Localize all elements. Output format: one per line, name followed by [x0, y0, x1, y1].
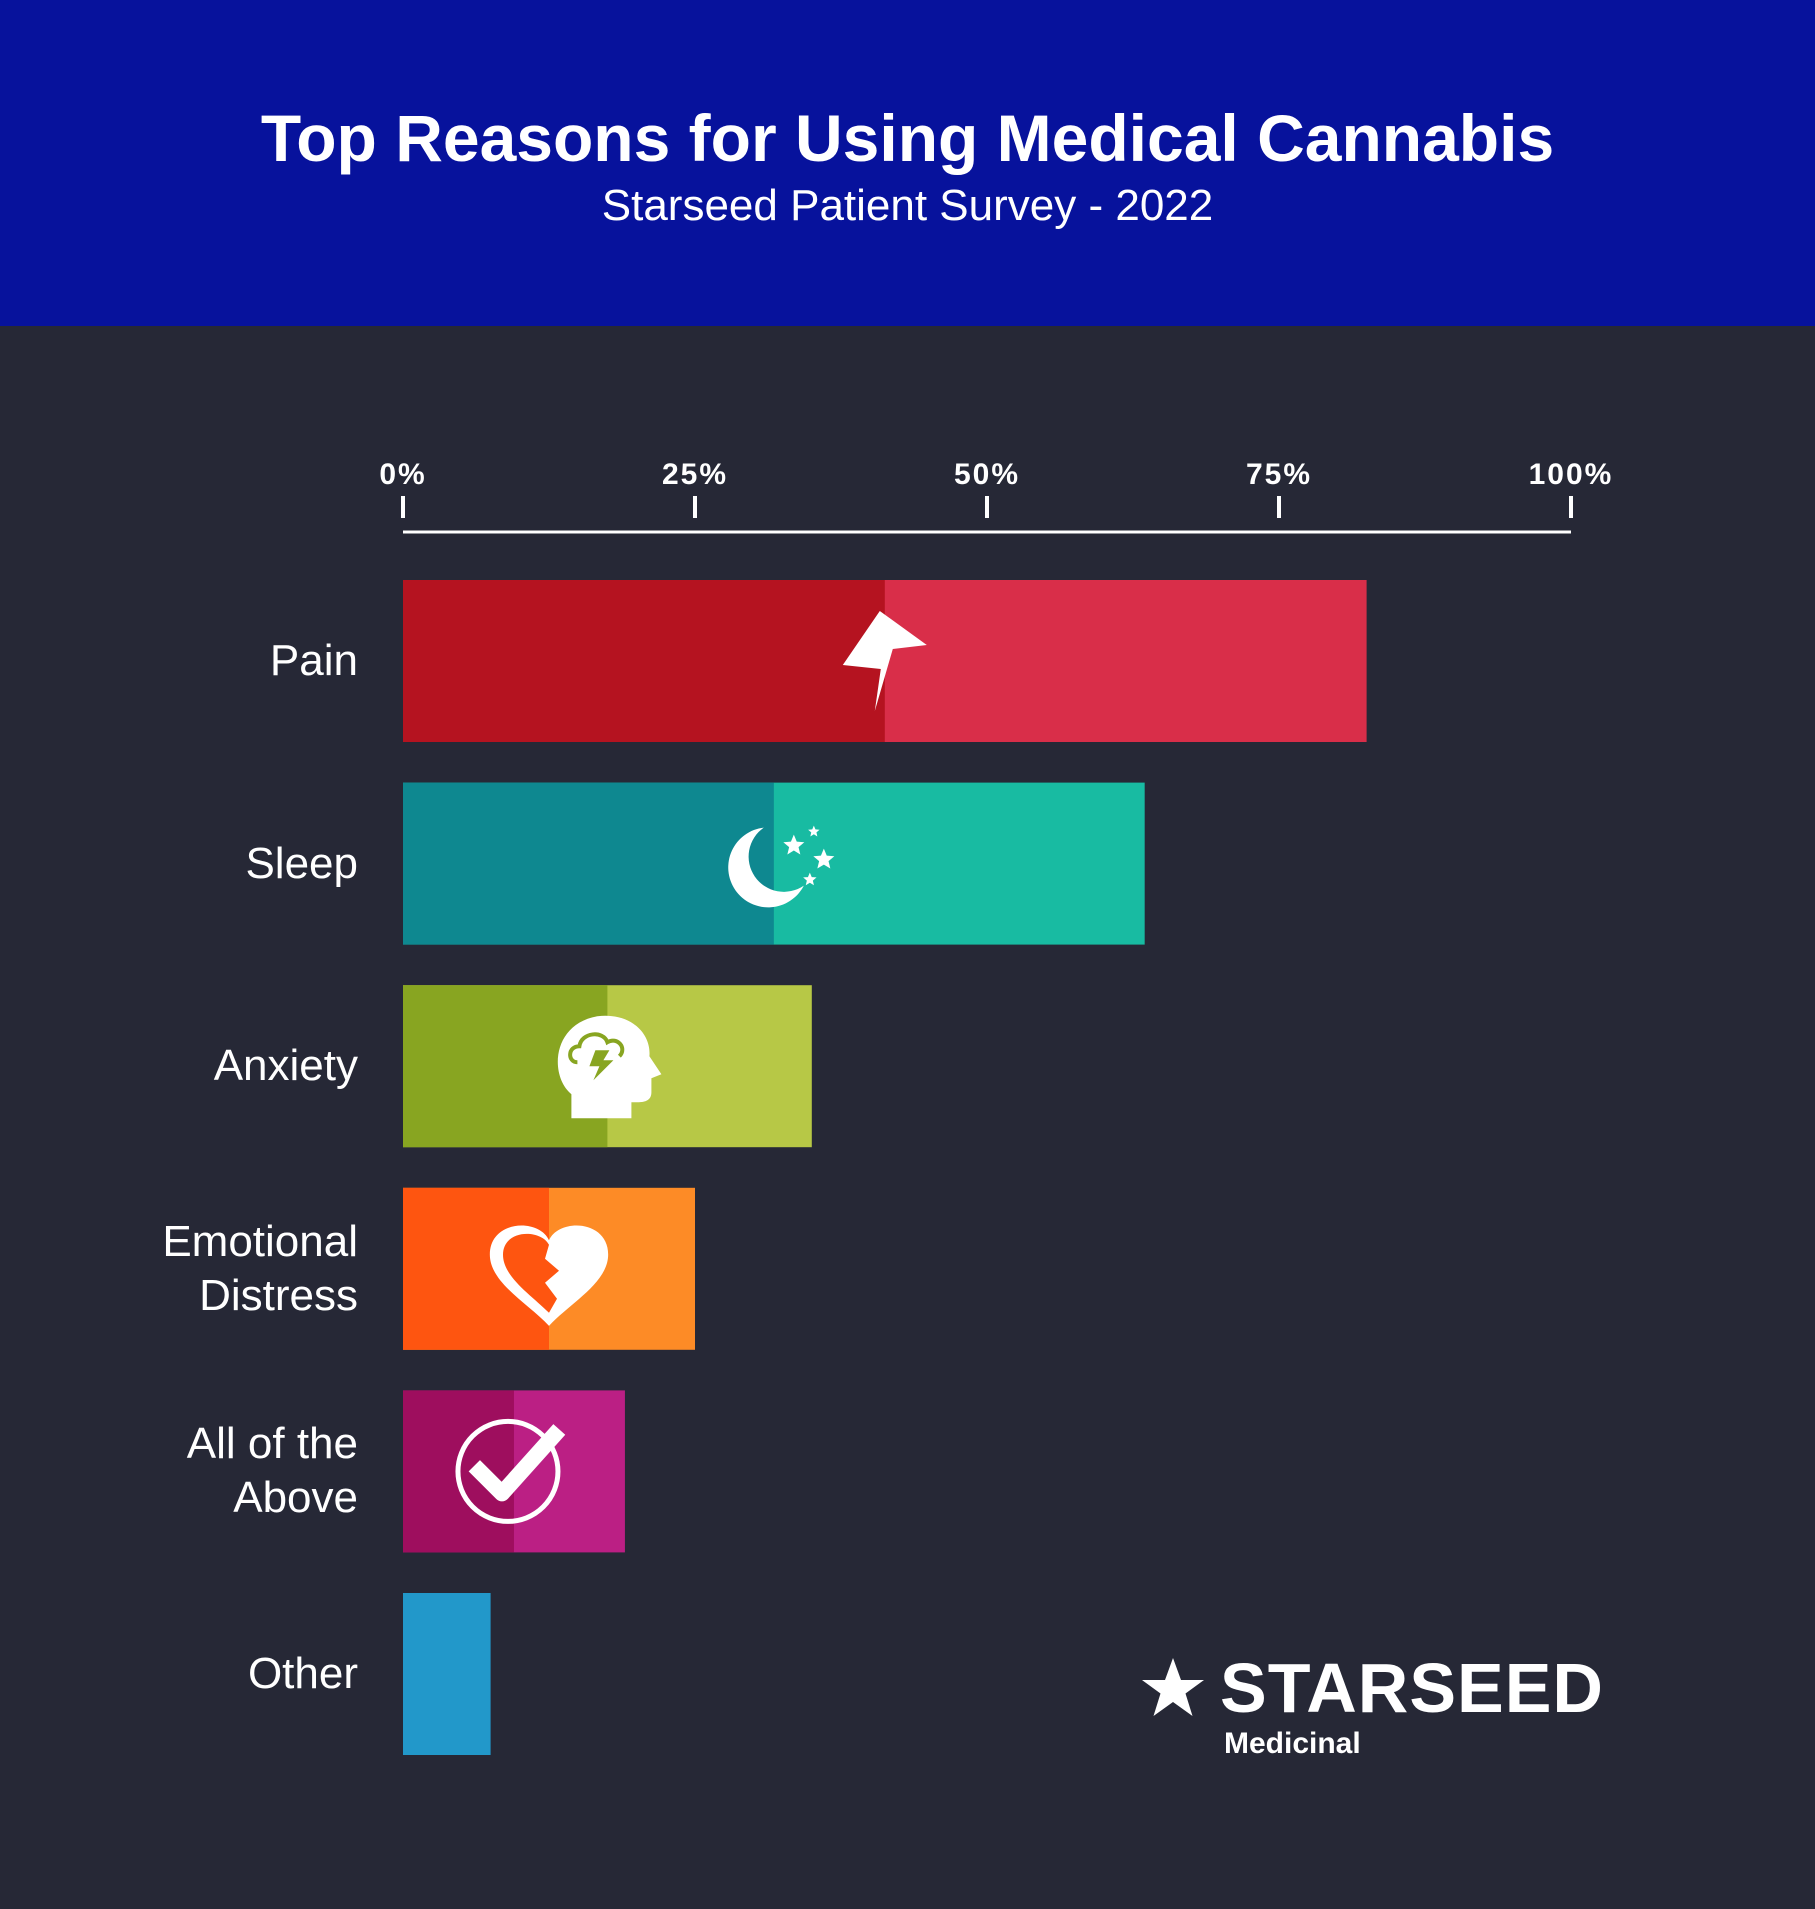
x-tick-label: 100%: [1529, 458, 1614, 491]
broken-heart-icon: [489, 1225, 609, 1326]
bar-sleep: [403, 782, 1145, 945]
category-label: Sleep: [0, 837, 358, 891]
bar-pain: [403, 580, 1367, 742]
starseed-logo: STARSEED Medicinal: [1138, 1649, 1658, 1762]
star-icon: [1142, 1658, 1204, 1716]
x-tick-label: 50%: [954, 458, 1020, 491]
lightning-bolt-icon: [842, 611, 927, 711]
category-label: All of the Above: [0, 1417, 358, 1525]
x-tick-label: 0%: [379, 458, 426, 491]
category-label-line: Pain: [269, 636, 358, 685]
category-label-line: Other: [247, 1649, 358, 1698]
category-label: Emotional Distress: [0, 1215, 358, 1323]
header-banner: Top Reasons for Using Medical Cannabis S…: [0, 0, 1815, 326]
category-label-line: Above: [233, 1473, 358, 1523]
category-label-line: Anxiety: [213, 1041, 358, 1091]
bar-emotional-distress: [403, 1187, 695, 1350]
bar-fill-dark: [403, 782, 774, 945]
category-label: Pain: [0, 634, 358, 688]
x-tick-label: 75%: [1246, 458, 1312, 491]
logo-wordmark: STARSEED: [1220, 1649, 1604, 1727]
category-label: Anxiety: [0, 1039, 358, 1093]
bar-other: [403, 1593, 491, 1755]
category-label: Other: [0, 1647, 358, 1701]
x-tick-label: 25%: [662, 458, 728, 491]
category-label-line: Distress: [199, 1270, 358, 1320]
bar-all-of-the-above: [403, 1390, 625, 1553]
bar-fill-dark: [403, 580, 885, 742]
head-storm-icon: [557, 1015, 662, 1119]
category-label-line: Sleep: [245, 838, 358, 888]
chart-subtitle: Starseed Patient Survey - 2022: [601, 181, 1214, 230]
bar-anxiety: [403, 985, 812, 1148]
check-circle-icon: [455, 1418, 566, 1524]
chart-title: Top Reasons for Using Medical Cannabis: [260, 101, 1555, 175]
category-label-line: Emotional: [162, 1216, 358, 1266]
moon-stars-icon: [728, 825, 835, 908]
bar-fill-dark: [403, 1593, 447, 1755]
logo-subtitle: Medicinal: [1224, 1727, 1361, 1760]
category-label-line: All of the: [186, 1419, 358, 1469]
